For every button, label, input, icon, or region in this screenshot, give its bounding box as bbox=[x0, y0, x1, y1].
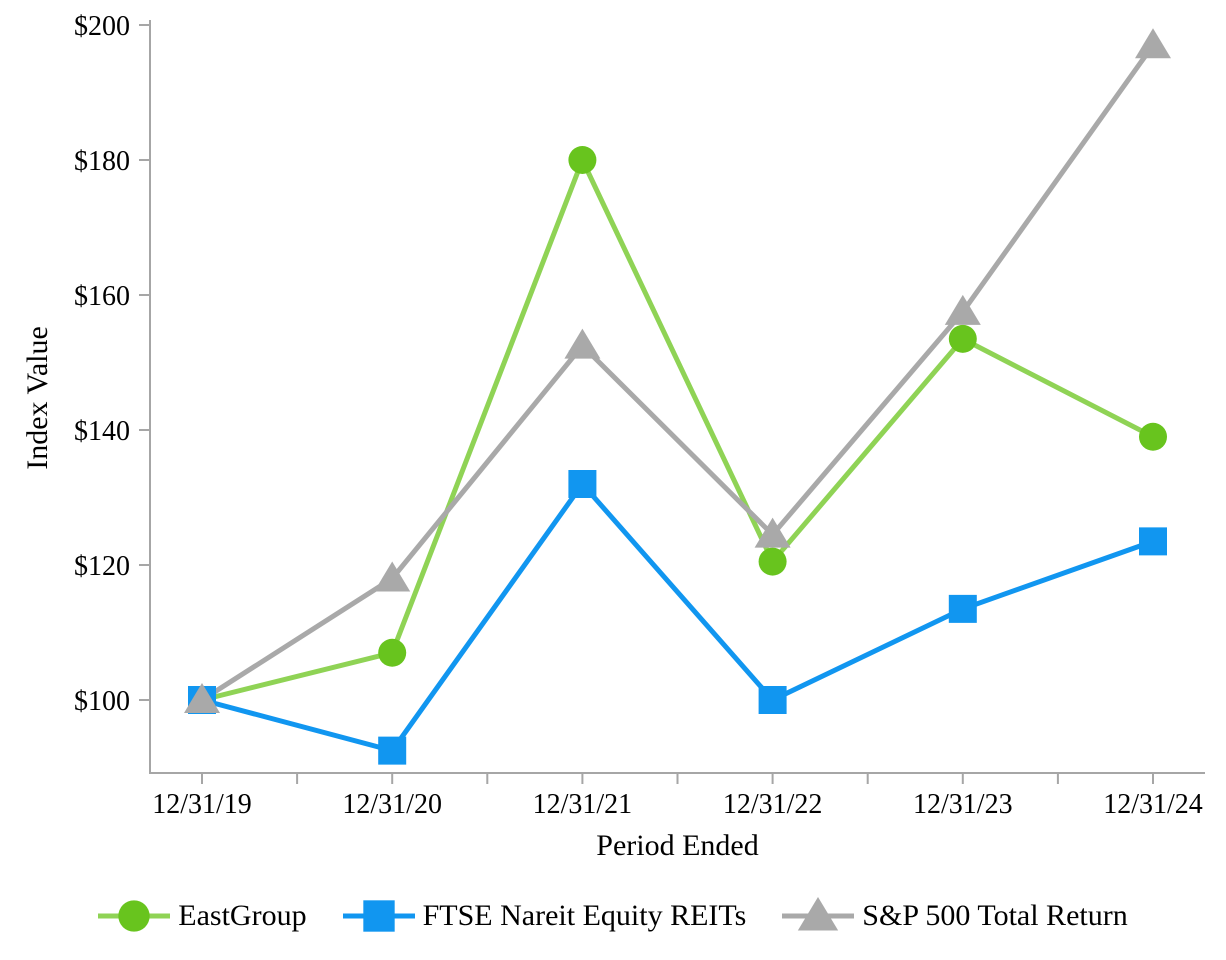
x-tick-label: 12/31/24 bbox=[1103, 789, 1203, 820]
series-line-0 bbox=[201, 153, 1155, 703]
legend-item-eastgroup: EastGroup bbox=[98, 896, 307, 936]
series-2-marker bbox=[944, 294, 981, 325]
series-0-marker bbox=[568, 146, 597, 174]
series-1-marker bbox=[1139, 527, 1167, 556]
series-1-marker bbox=[568, 470, 597, 498]
x-tick-label: 12/31/22 bbox=[723, 789, 823, 820]
series-2-marker bbox=[754, 517, 791, 548]
series-0-marker bbox=[378, 638, 407, 667]
series-1-marker bbox=[758, 686, 787, 714]
y-tick-label: $180 bbox=[74, 146, 130, 177]
y-tick-label: $120 bbox=[74, 551, 130, 582]
legend-item-sp500: S&P 500 Total Return bbox=[782, 896, 1128, 936]
series-line-2 bbox=[200, 43, 1156, 703]
eastgroup-circle-marker-icon bbox=[98, 900, 171, 932]
legend-label-sp500: S&P 500 Total Return bbox=[862, 899, 1128, 932]
x-tick-label: 12/31/23 bbox=[913, 789, 1013, 820]
y-axis-title: Index Value bbox=[21, 326, 54, 470]
series-2-marker bbox=[374, 561, 411, 592]
series-2-marker bbox=[184, 683, 220, 713]
series-0-marker bbox=[1139, 422, 1167, 451]
legend-marker bbox=[798, 896, 839, 931]
plot-area: $100 $120 $140 $160 $180 $200 12/31/19 12/31/20… bbox=[74, 11, 1205, 820]
x-axis-title: Period Ended bbox=[596, 829, 759, 862]
series-1-marker bbox=[378, 736, 407, 765]
legend-label-eastgroup: EastGroup bbox=[178, 899, 307, 932]
series-0-marker bbox=[758, 547, 787, 576]
legend-marker bbox=[362, 900, 395, 932]
series-2-marker bbox=[1135, 28, 1171, 59]
ftse-square-marker-icon bbox=[342, 900, 415, 932]
series-1-marker bbox=[948, 594, 977, 623]
sp500-triangle-marker-icon bbox=[782, 896, 855, 931]
legend-label-ftse-nareit: FTSE Nareit Equity REITs bbox=[422, 899, 747, 932]
x-tick-label: 12/31/20 bbox=[342, 789, 442, 820]
legend-marker bbox=[118, 900, 150, 932]
x-tick-label: 12/31/21 bbox=[533, 789, 633, 820]
y-tick-label: $100 bbox=[74, 686, 130, 717]
axis-lines bbox=[149, 20, 1205, 774]
x-tick-label: 12/31/19 bbox=[152, 789, 252, 820]
series-line-1 bbox=[201, 479, 1154, 754]
legend-item-ftse-nareit: FTSE Nareit Equity REITs bbox=[342, 896, 747, 936]
y-tick-label: $200 bbox=[74, 11, 130, 42]
chart-legend: EastGroup FTSE Nareit Equity REITs S&P 5… bbox=[0, 888, 1226, 944]
y-tick-label: $160 bbox=[74, 281, 130, 312]
y-tick-label: $140 bbox=[74, 416, 130, 447]
series-2-marker bbox=[564, 328, 601, 359]
series-0-marker bbox=[948, 324, 977, 353]
